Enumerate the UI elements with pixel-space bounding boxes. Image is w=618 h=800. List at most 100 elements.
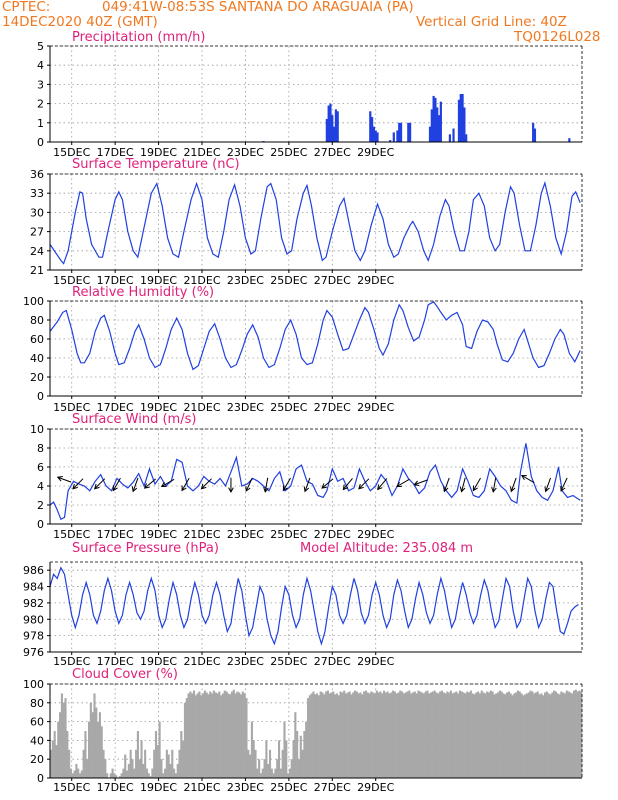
cloud-cover-column [230,691,234,778]
cloud-cover-column [520,693,523,778]
wind-arrow [144,478,156,489]
cloud-cover-column [482,692,485,778]
precipitation-bar [533,128,537,142]
cloud-cover-column [147,773,150,778]
cloud-cover-column [569,692,572,778]
temperature-ytick-label: 21 [30,264,44,277]
precipitation-bar [439,101,442,142]
cloud-cover-column [198,691,201,778]
cloud-cover-column [406,691,409,778]
cloud-cover-column [572,690,576,778]
precipitation-bar [457,99,461,142]
cloud-cover-column [444,693,447,778]
wind-xtick-label: 15DEC [53,528,90,541]
cloud-cover-column [232,689,235,778]
wind-arrow [521,475,535,484]
cloud-cover-column [294,712,297,778]
cloud-cover-column [457,693,460,778]
cloud-cover-column [511,695,514,778]
cloud-cover-column [370,691,373,778]
temperature-panel: 21 24 27 30 33 36 15DEC 17DEC 19DEC 21DEC 23DEC 25D… [30,157,583,287]
cloud-cover-column [420,692,424,778]
cloud-cover-column [120,773,123,778]
cloud-cover-column [106,773,109,778]
cloud-cover-column [167,754,170,778]
cloud-cover-xtick-label: 23DEC [227,781,264,794]
pressure-panel: 976 978 980 982 984 986 15DEC 17DEC 19DEC 21DEC 23… [23,541,583,668]
precipitation-bar [325,118,328,142]
cloud-cover-column [355,691,358,778]
cloud-cover-column [115,775,118,778]
wind-arrow-head [112,485,118,492]
cloud-cover-column [113,773,116,778]
cloud-cover-column [274,768,277,778]
cloud-cover-column [129,749,132,778]
cloud-cover-column [453,692,456,778]
cloud-cover-column [229,694,232,778]
precipitation-ytick-label: 5 [37,40,44,53]
cloud-cover-column [73,770,76,778]
pressure-xtick-label: 29DEC [357,655,394,668]
cloud-cover-column [192,690,196,778]
cloud-cover-column [77,768,80,778]
wind-arrow [414,479,428,486]
cloud-cover-column [551,692,554,778]
cloud-cover-ytick-label: 40 [30,734,44,747]
precipitation-xtick-label: 27DEC [314,146,351,159]
precipitation-ytick-label: 1 [37,117,44,130]
precipitation-bar [461,94,464,142]
cloud-cover-column [534,692,538,778]
cloud-cover-column [80,770,83,778]
cloud-cover-column [536,691,539,778]
product-code-label: TQ0126L028 [514,29,601,45]
cloud-cover-column [221,693,225,778]
cloud-cover-column [297,759,301,778]
cloud-cover-column [258,759,261,778]
wind-arrow-head [520,474,527,481]
wind-arrow-head [131,486,138,493]
cloud-cover-column [344,693,348,778]
pressure-xtick-label: 21DEC [183,655,220,668]
cloud-cover-column [422,693,425,778]
pressure-line [49,566,579,646]
temperature-ytick-label: 24 [30,245,44,258]
cloud-cover-column [335,693,339,778]
cloud-cover-column [308,695,311,778]
precipitation-xtick-label: 29DEC [357,146,394,159]
precipitation-ytick-label: 3 [37,78,44,91]
cloud-cover-column [240,694,243,778]
wind-xtick-label: 17DEC [97,528,134,541]
precipitation-bar [452,128,455,142]
cloud-cover-column [69,768,73,778]
cloud-cover-column [270,768,273,778]
cloud-cover-column [162,773,165,778]
cloud-cover-ytick-label: 60 [30,716,44,729]
precipitation-bar [437,115,441,142]
pressure-xtick-label: 19DEC [140,655,177,668]
cloud-cover-column [399,690,402,778]
cloud-cover-column [562,692,565,778]
precipitation-bar [436,107,439,142]
humidity-ytick-label: 80 [30,314,44,327]
wind-arrow [560,477,568,492]
cloud-cover-column [366,692,369,778]
precipitation-bar [399,122,403,142]
humidity-xtick-label: 17DEC [97,401,134,414]
cloud-cover-column [169,763,172,778]
cloud-cover-column [200,695,203,778]
wind-ytick-label: 4 [37,480,44,493]
cloud-cover-column [144,749,147,778]
cloud-cover-column [468,692,471,778]
cloud-cover-column [341,692,344,778]
precipitation-bar [369,111,372,142]
humidity-xtick-label: 25DEC [270,401,307,414]
cloud-cover-column [464,693,467,778]
cloud-cover-column [89,702,92,778]
location-label: 049:41W-08:53S SANTANA DO ARAGUAIA (PA) [102,0,414,15]
precipitation-bar [334,109,338,142]
wind-arrow [443,477,450,492]
precipitation-ytick-label: 0 [37,136,44,149]
cloud-cover-column [285,740,288,778]
precipitation-bar [327,105,330,142]
wind-arrow [510,477,517,492]
